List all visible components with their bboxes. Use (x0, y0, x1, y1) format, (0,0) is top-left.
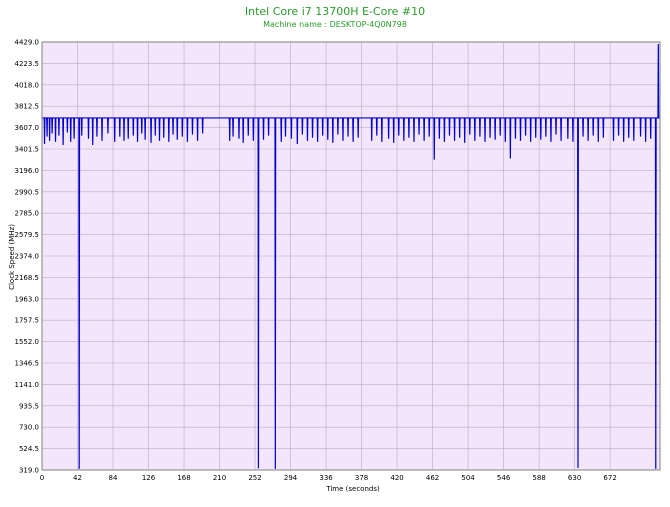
x-tick-label: 420 (390, 474, 403, 482)
y-tick-label: 524.5 (19, 445, 39, 453)
y-tick-label: 1963.0 (15, 295, 40, 303)
clock-speed-series-line (42, 43, 660, 469)
x-tick-label: 126 (142, 474, 156, 482)
y-axis-ticks: 319.0 524.5 730.0 935.5 1141.0 1346.5 1552.0 17… (15, 39, 40, 475)
y-tick-label: 3401.5 (15, 146, 40, 154)
x-tick-label: 336 (319, 474, 333, 482)
x-tick-label: 672 (603, 474, 616, 482)
chart-title: Intel Core i7 13700H E-Core #10 (245, 5, 425, 18)
grid-lines (41, 41, 660, 471)
x-tick-label: 42 (73, 474, 82, 482)
y-tick-label: 2374.0 (15, 253, 40, 261)
y-tick-label: 319.0 (19, 467, 39, 475)
x-tick-label: 84 (109, 474, 118, 482)
x-tick-label: 168 (177, 474, 190, 482)
x-tick-label: 294 (284, 474, 298, 482)
x-tick-label: 378 (355, 474, 368, 482)
chart-subtitle: Machine name : DESKTOP-4Q0N798 (263, 20, 407, 29)
x-tick-label: 0 (40, 474, 44, 482)
y-tick-label: 1757.5 (15, 317, 40, 325)
y-axis-label: Clock Speed (MHz) (8, 224, 16, 290)
plot-border (41, 41, 661, 471)
x-tick-label: 588 (532, 474, 545, 482)
x-tick-label: 252 (248, 474, 261, 482)
x-tick-label: 504 (461, 474, 475, 482)
y-tick-label: 1552.0 (15, 338, 40, 346)
y-tick-label: 1141.0 (15, 381, 40, 389)
y-tick-label: 730.0 (19, 424, 39, 432)
y-tick-label: 2785.0 (15, 210, 40, 218)
y-tick-label: 2579.5 (15, 231, 40, 239)
y-tick-label: 1346.5 (15, 360, 40, 368)
y-tick-label: 3812.5 (15, 103, 40, 111)
y-tick-label: 4018.0 (15, 81, 40, 89)
x-tick-label: 630 (568, 474, 581, 482)
x-tick-label: 546 (497, 474, 511, 482)
x-tick-label: 210 (213, 474, 226, 482)
y-tick-label: 4223.5 (15, 60, 40, 68)
y-tick-label: 3196.0 (15, 167, 40, 175)
x-axis-ticks: 0 42 84 126 168 210 252 294 336 378 420 462 504 546 58… (40, 474, 617, 482)
y-tick-label: 2168.5 (15, 274, 40, 282)
y-tick-label: 2990.5 (15, 188, 40, 196)
y-tick-label: 4429.0 (15, 39, 40, 47)
x-tick-label: 462 (426, 474, 439, 482)
y-tick-label: 935.5 (19, 402, 39, 410)
y-tick-label: 3607.0 (15, 124, 40, 132)
x-axis-label: Time (seconds) (325, 485, 380, 493)
